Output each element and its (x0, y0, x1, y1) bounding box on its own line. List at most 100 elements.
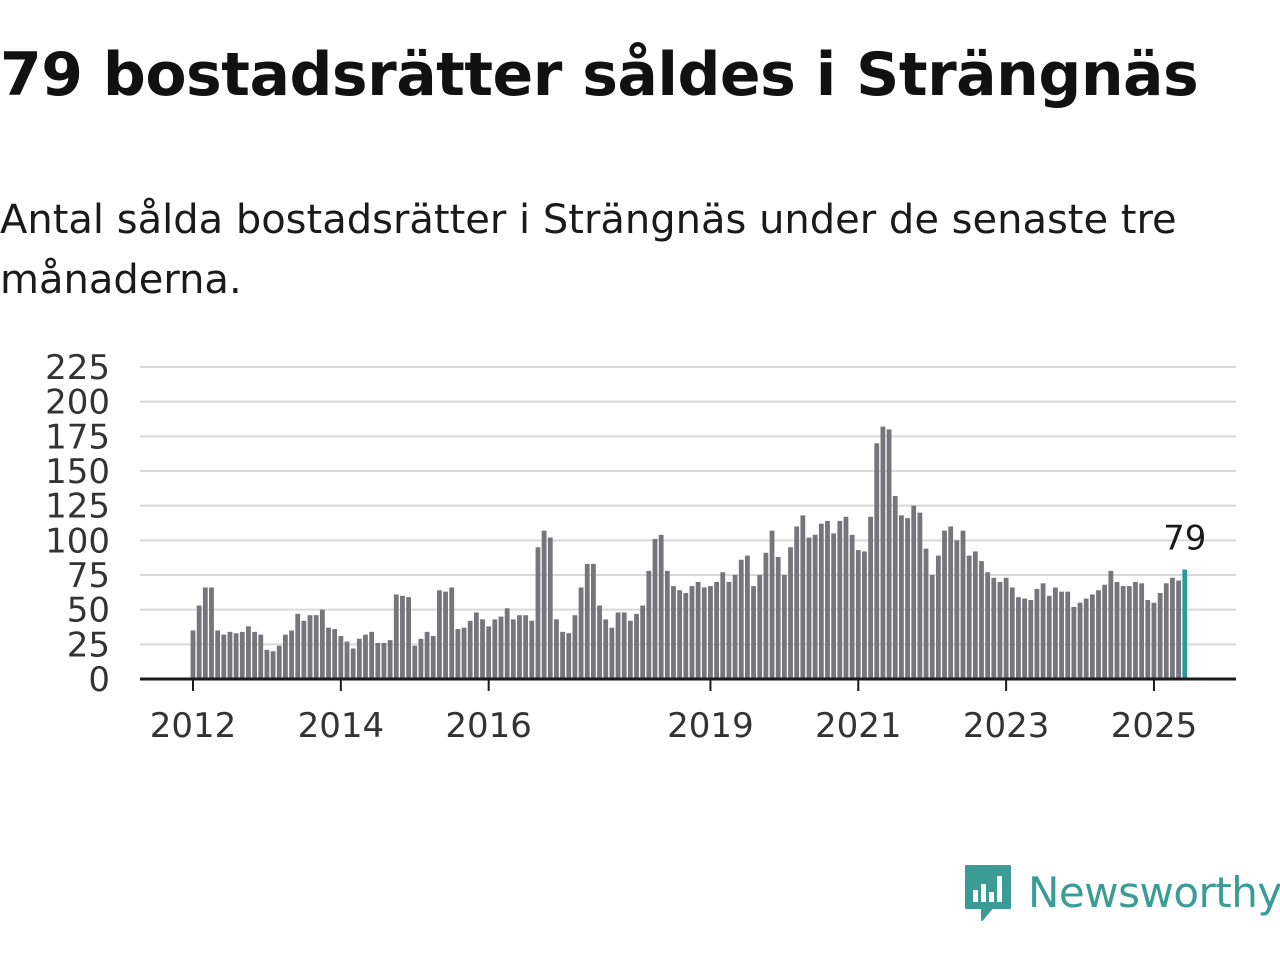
bar (233, 633, 239, 679)
x-tick-label: 2021 (815, 706, 902, 746)
bar (726, 581, 732, 679)
bar (381, 642, 387, 679)
bar (289, 630, 294, 679)
bar (227, 631, 233, 679)
bar (1022, 598, 1027, 679)
bar (461, 627, 467, 679)
bar (991, 577, 997, 679)
bar (929, 575, 935, 679)
bar (295, 613, 301, 679)
bar (831, 533, 837, 679)
bar (1009, 587, 1015, 679)
bar (615, 612, 621, 679)
bar (239, 631, 245, 679)
bar (818, 523, 824, 679)
newsworthy-logo-icon (965, 865, 1011, 921)
bar (326, 627, 331, 679)
bar (677, 590, 683, 679)
bar (683, 593, 689, 679)
bar (664, 570, 670, 679)
bar (529, 620, 535, 679)
bar (960, 530, 966, 679)
bar (855, 550, 861, 679)
bar (621, 612, 627, 679)
bar (1114, 581, 1120, 679)
bar (369, 631, 375, 679)
bar (1077, 602, 1083, 679)
bar (745, 555, 750, 679)
bar (356, 638, 362, 679)
bar (578, 587, 584, 679)
bar (1151, 602, 1157, 679)
bar (1108, 570, 1114, 679)
bar (221, 634, 227, 679)
bar (215, 630, 221, 679)
y-tick-label: 50 (67, 591, 110, 631)
y-tick-label: 100 (45, 521, 110, 561)
bar (825, 520, 830, 679)
newsworthy-brand[interactable]: Newsworthy (962, 862, 1280, 922)
bar (923, 548, 929, 679)
bar (535, 547, 541, 679)
chart-subtitle: Antal sålda bostadsrätter i Strängnäs un… (0, 197, 1177, 303)
bar (547, 537, 553, 679)
bar (1034, 588, 1040, 679)
bar (1089, 594, 1095, 679)
bar (627, 620, 633, 679)
bar (387, 640, 393, 679)
bar (948, 526, 954, 679)
bar (1145, 599, 1151, 679)
bar (1071, 606, 1077, 679)
bar (597, 605, 602, 679)
bar (406, 597, 411, 679)
bar (424, 631, 430, 679)
bar (467, 620, 473, 679)
bar (942, 530, 947, 679)
bar (794, 526, 800, 679)
bar (1176, 580, 1181, 679)
bar (812, 534, 818, 679)
bar (252, 631, 257, 679)
bar (935, 555, 941, 679)
bar (1126, 586, 1132, 679)
bar (412, 645, 418, 679)
bar (806, 537, 812, 679)
bar (757, 575, 763, 679)
bar (449, 587, 455, 679)
bar (375, 642, 381, 679)
bar (430, 636, 436, 679)
bar (258, 634, 264, 679)
y-tick-label: 75 (67, 556, 110, 596)
bar (418, 638, 424, 679)
bar (1028, 599, 1034, 679)
bar (1133, 581, 1138, 679)
bar (190, 630, 196, 679)
bar (283, 634, 288, 679)
bar (276, 645, 282, 679)
bar (572, 615, 578, 679)
bar-highlight (1182, 569, 1188, 679)
bar (652, 538, 658, 679)
bar (979, 561, 984, 679)
bar (751, 586, 756, 679)
bar (892, 495, 898, 679)
bar (714, 581, 719, 679)
bar (899, 515, 904, 679)
bar (1170, 577, 1175, 679)
bar (209, 587, 214, 679)
bar (319, 609, 325, 679)
bar (640, 605, 646, 679)
bar (868, 516, 873, 679)
bar (1139, 583, 1145, 679)
bar (769, 530, 775, 679)
bar (917, 512, 923, 679)
bar (972, 551, 978, 679)
bar (658, 534, 664, 679)
bar (634, 613, 639, 679)
bar (1083, 598, 1089, 679)
bar (1102, 584, 1108, 679)
bar (307, 615, 313, 679)
bar (437, 590, 442, 679)
bar (874, 443, 880, 679)
